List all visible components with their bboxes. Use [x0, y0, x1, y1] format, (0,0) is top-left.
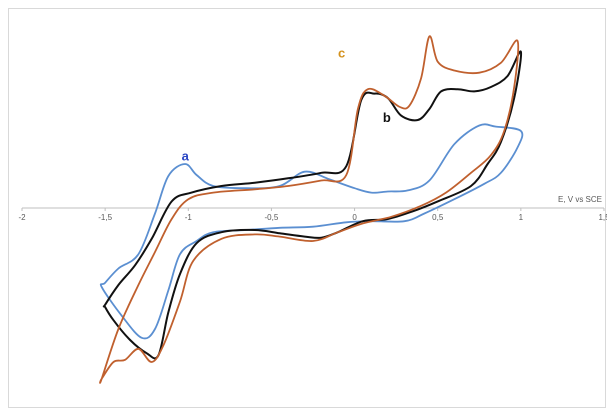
x-tick-label: 1,5 — [598, 213, 607, 222]
curves — [99, 35, 524, 384]
x-axis — [21, 207, 605, 211]
x-axis-title: E, V vs SCE — [558, 195, 602, 204]
chart-svg: -2 -1,5 -1 -0,5 0 0,5 1 1,5 E, V vs SCE a b c — [18, 35, 607, 384]
series-label-c: c — [338, 45, 345, 60]
series-line-a — [99, 123, 524, 340]
curve-labels: a b c — [182, 45, 391, 163]
series-label-b: b — [383, 110, 391, 125]
series-line-c — [99, 35, 520, 384]
x-tick-label: -1,5 — [98, 213, 112, 222]
x-tick-label: 1 — [519, 213, 524, 222]
x-tick-label: 0 — [352, 213, 357, 222]
series-label-a: a — [182, 149, 190, 164]
x-tick-labels: -2 -1,5 -1 -0,5 0 0,5 1 1,5 — [18, 213, 607, 222]
x-tick-label: -2 — [18, 213, 26, 222]
x-tick-label: -1 — [185, 213, 193, 222]
series-line-b — [102, 50, 523, 360]
x-tick-label: 0,5 — [432, 213, 444, 222]
x-tick-label: -0,5 — [265, 213, 279, 222]
chart-frame: -2 -1,5 -1 -0,5 0 0,5 1 1,5 E, V vs SCE a b c — [8, 8, 607, 408]
